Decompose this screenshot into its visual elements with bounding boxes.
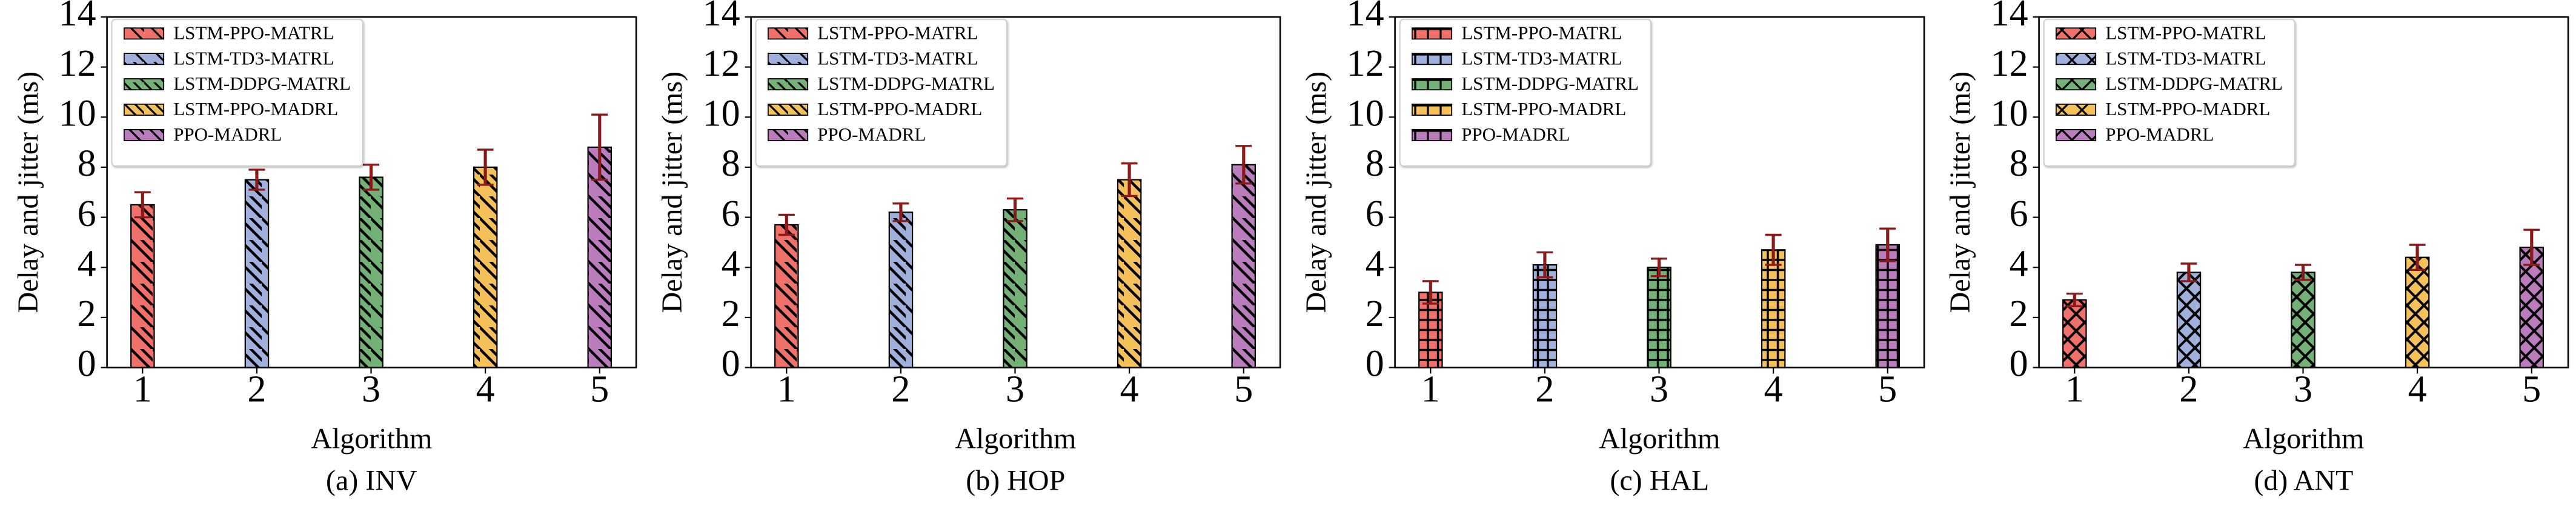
svg-text:LSTM-PPO-MATRL: LSTM-PPO-MATRL	[1461, 22, 1622, 43]
svg-text:6: 6	[722, 193, 740, 235]
svg-text:Delay and jitter (ms): Delay and jitter (ms)	[1300, 72, 1332, 313]
svg-text:4: 4	[1764, 369, 1783, 410]
svg-text:PPO-MADRL: PPO-MADRL	[817, 124, 926, 145]
svg-text:10: 10	[59, 93, 96, 135]
svg-text:5: 5	[2522, 369, 2541, 410]
svg-text:LSTM-PPO-MADRL: LSTM-PPO-MADRL	[2105, 98, 2270, 119]
svg-text:(c) HAL: (c) HAL	[1610, 465, 1709, 497]
svg-text:4: 4	[1120, 369, 1139, 410]
svg-text:0: 0	[722, 344, 740, 385]
svg-text:10: 10	[1347, 93, 1384, 135]
svg-text:6: 6	[78, 193, 96, 235]
svg-text:1: 1	[133, 369, 152, 410]
svg-text:3: 3	[1650, 369, 1668, 410]
svg-text:3: 3	[2294, 369, 2312, 410]
svg-text:1: 1	[777, 369, 796, 410]
svg-text:1: 1	[1421, 369, 1440, 410]
svg-text:0: 0	[1366, 344, 1384, 385]
svg-text:0: 0	[78, 344, 96, 385]
svg-text:2: 2	[1366, 293, 1384, 335]
svg-text:12: 12	[703, 43, 740, 84]
svg-text:2: 2	[78, 293, 96, 335]
svg-text:Algorithm: Algorithm	[311, 423, 432, 455]
svg-text:4: 4	[1366, 243, 1384, 284]
svg-text:4: 4	[722, 243, 740, 284]
svg-text:8: 8	[1366, 143, 1384, 184]
svg-text:LSTM-PPO-MADRL: LSTM-PPO-MADRL	[173, 98, 338, 119]
svg-text:Delay and jitter (ms): Delay and jitter (ms)	[1944, 72, 1976, 313]
svg-text:12: 12	[1991, 43, 2028, 84]
svg-text:2: 2	[891, 369, 910, 410]
svg-text:14: 14	[1991, 0, 2028, 34]
svg-text:(d) ANT: (d) ANT	[2254, 465, 2353, 497]
svg-text:5: 5	[1234, 369, 1253, 410]
svg-text:6: 6	[1366, 193, 1384, 235]
svg-text:3: 3	[362, 369, 380, 410]
svg-text:LSTM-DDPG-MATRL: LSTM-DDPG-MATRL	[817, 73, 995, 94]
svg-text:12: 12	[1347, 43, 1384, 84]
svg-text:12: 12	[59, 43, 96, 84]
svg-text:LSTM-PPO-MATRL: LSTM-PPO-MATRL	[2105, 22, 2266, 43]
svg-text:LSTM-PPO-MATRL: LSTM-PPO-MATRL	[173, 22, 334, 43]
svg-text:2: 2	[247, 369, 266, 410]
svg-text:Delay and jitter (ms): Delay and jitter (ms)	[12, 72, 44, 313]
svg-text:PPO-MADRL: PPO-MADRL	[1461, 124, 1570, 145]
svg-text:8: 8	[722, 143, 740, 184]
svg-text:8: 8	[2010, 143, 2028, 184]
svg-text:2: 2	[2010, 293, 2028, 335]
svg-text:0: 0	[2010, 344, 2028, 385]
svg-text:14: 14	[1347, 0, 1384, 34]
svg-text:10: 10	[703, 93, 740, 135]
svg-text:8: 8	[78, 143, 96, 184]
svg-text:LSTM-PPO-MADRL: LSTM-PPO-MADRL	[1461, 98, 1626, 119]
svg-text:3: 3	[1006, 369, 1024, 410]
svg-text:LSTM-TD3-MATRL: LSTM-TD3-MATRL	[817, 47, 978, 68]
svg-text:5: 5	[1878, 369, 1897, 410]
svg-text:4: 4	[476, 369, 495, 410]
svg-text:LSTM-DDPG-MATRL: LSTM-DDPG-MATRL	[2105, 73, 2283, 94]
svg-text:4: 4	[2010, 243, 2028, 284]
svg-text:LSTM-TD3-MATRL: LSTM-TD3-MATRL	[173, 47, 334, 68]
svg-text:PPO-MADRL: PPO-MADRL	[2105, 124, 2214, 145]
svg-text:Delay and jitter (ms): Delay and jitter (ms)	[656, 72, 688, 313]
svg-text:Algorithm: Algorithm	[1599, 423, 1720, 455]
svg-text:6: 6	[2010, 193, 2028, 235]
svg-text:LSTM-DDPG-MATRL: LSTM-DDPG-MATRL	[1461, 73, 1639, 94]
svg-text:Algorithm: Algorithm	[2243, 423, 2364, 455]
svg-text:4: 4	[78, 243, 96, 284]
svg-text:14: 14	[59, 0, 96, 34]
svg-text:LSTM-DDPG-MATRL: LSTM-DDPG-MATRL	[173, 73, 351, 94]
svg-text:LSTM-TD3-MATRL: LSTM-TD3-MATRL	[2105, 47, 2266, 68]
svg-text:4: 4	[2408, 369, 2427, 410]
svg-text:LSTM-PPO-MATRL: LSTM-PPO-MATRL	[817, 22, 978, 43]
svg-text:2: 2	[722, 293, 740, 335]
svg-text:LSTM-PPO-MADRL: LSTM-PPO-MADRL	[817, 98, 982, 119]
svg-text:2: 2	[1535, 369, 1554, 410]
svg-text:PPO-MADRL: PPO-MADRL	[173, 124, 282, 145]
svg-text:LSTM-TD3-MATRL: LSTM-TD3-MATRL	[1461, 47, 1622, 68]
svg-text:1: 1	[2065, 369, 2084, 410]
svg-text:(a) INV: (a) INV	[326, 465, 417, 497]
svg-text:10: 10	[1991, 93, 2028, 135]
svg-text:(b) HOP: (b) HOP	[966, 465, 1065, 497]
svg-text:5: 5	[590, 369, 609, 410]
svg-text:Algorithm: Algorithm	[955, 423, 1076, 455]
svg-text:14: 14	[703, 0, 740, 34]
svg-text:2: 2	[2179, 369, 2198, 410]
